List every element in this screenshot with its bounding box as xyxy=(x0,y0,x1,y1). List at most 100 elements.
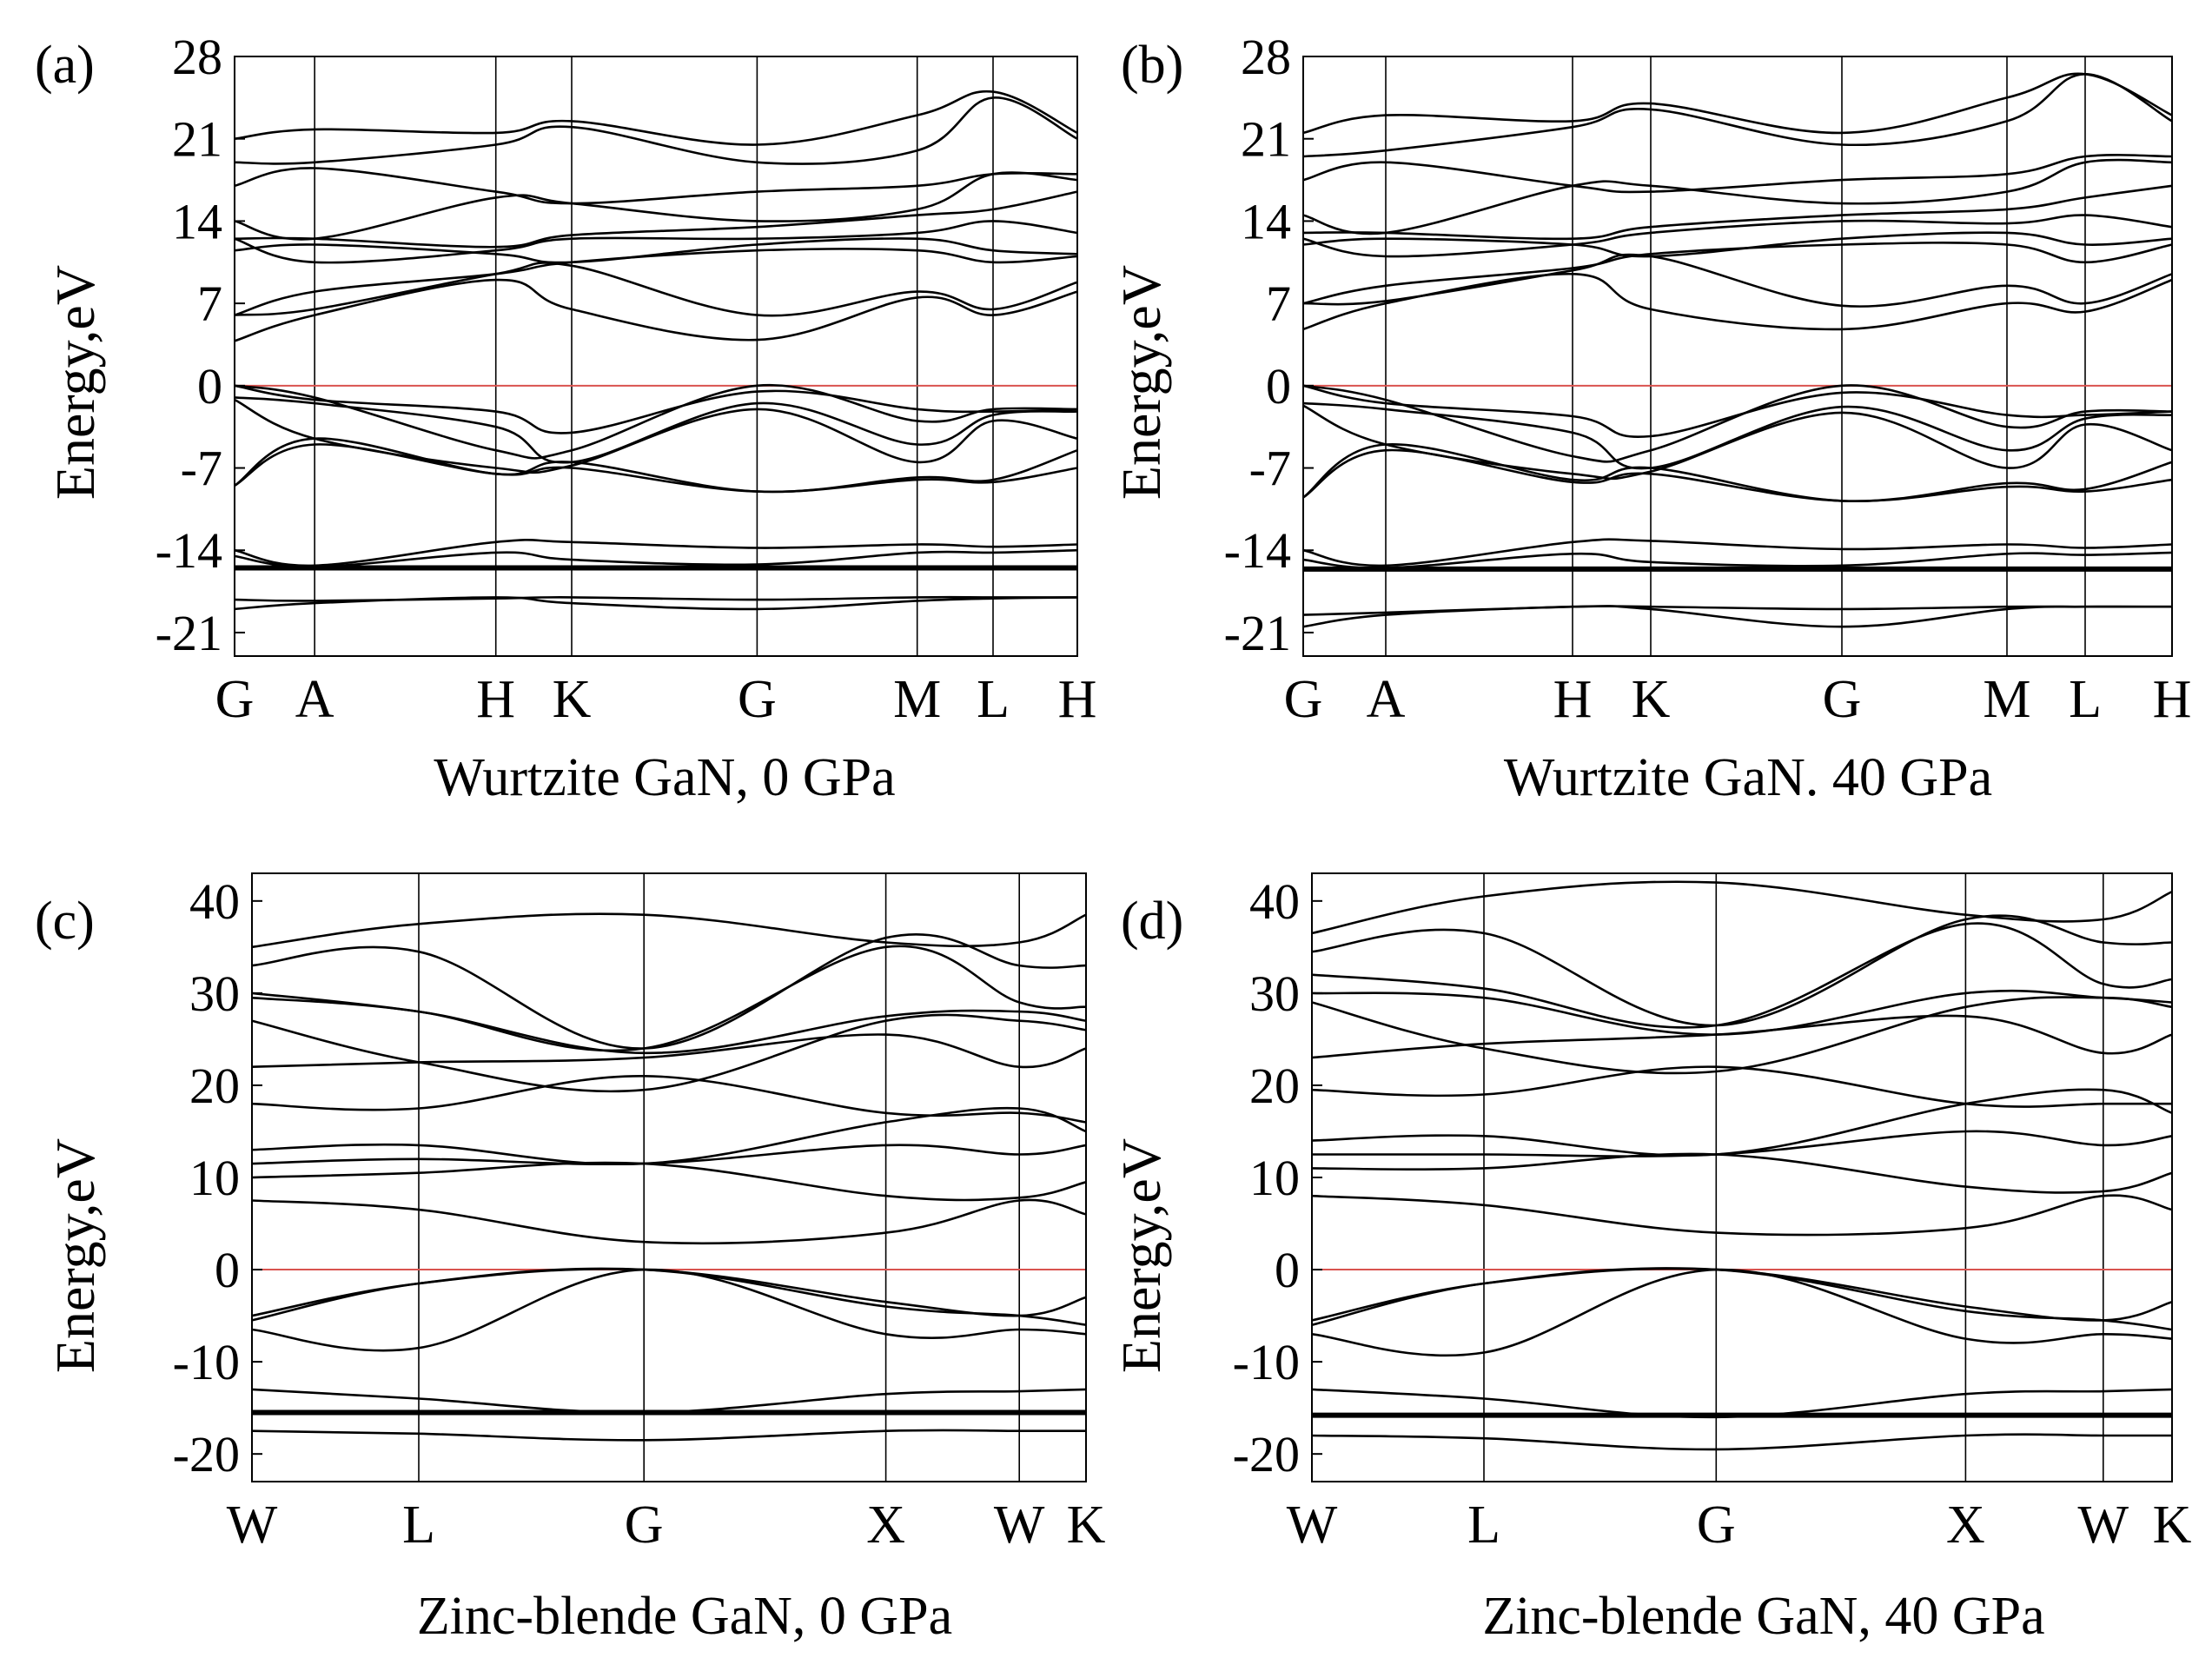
band-line-vb-6 xyxy=(234,443,1078,494)
plot-frame xyxy=(234,56,1078,657)
band-line-cb-11 xyxy=(1311,880,2173,935)
panel-label: (c) xyxy=(35,892,95,951)
y-tick-label: -20 xyxy=(173,1426,240,1482)
band-line-vb-3 xyxy=(1311,1268,2173,1357)
y-tick-label: 14 xyxy=(172,193,222,249)
band-line-s-low xyxy=(251,1429,1086,1442)
band-line-cb-11 xyxy=(251,912,1087,949)
y-tick-label: 28 xyxy=(1241,29,1291,85)
y-tick-label: 0 xyxy=(197,358,222,414)
band-line-cb-4 xyxy=(1311,1088,2173,1157)
band-line-cb-2 xyxy=(251,1161,1087,1202)
panel-title: Zinc-blende GaN, 40 GPa xyxy=(1482,1587,2044,1646)
kpoint-label: G xyxy=(1284,670,1323,729)
band-line-cb-8 xyxy=(1302,154,2173,194)
y-axis-label: Energy,eV xyxy=(44,1138,106,1373)
band-line-s-low-2 xyxy=(234,595,1077,602)
band-line-s-low xyxy=(1302,605,2173,628)
band-line-vb-3 xyxy=(251,1268,1087,1352)
kpoint-label: G xyxy=(1697,1496,1736,1555)
y-tick-label: 0 xyxy=(215,1242,240,1298)
band-line-d-upper xyxy=(234,539,1078,567)
band-line-vb-3 xyxy=(1302,401,2173,470)
band-line-cb-10 xyxy=(251,932,1087,1050)
panel-title: Wurtzite GaN. 40 GPa xyxy=(1504,748,1992,807)
kpoint-label: L xyxy=(402,1496,435,1555)
kpoint-label: G xyxy=(738,670,777,729)
band-line-s-low-2 xyxy=(1302,605,2172,616)
y-tick-label: 28 xyxy=(172,29,222,85)
y-tick-label: -20 xyxy=(1233,1426,1300,1482)
band-line-cb-7 xyxy=(251,1013,1087,1093)
kpoint-label: W xyxy=(227,1496,278,1555)
band-line-cb-1 xyxy=(1311,1194,2173,1237)
kpoint-label: L xyxy=(2069,670,2102,729)
y-tick-label: 10 xyxy=(1249,1150,1300,1206)
kpoint-label: K xyxy=(1067,1496,1106,1555)
kpoint-label: H xyxy=(1058,670,1097,729)
y-tick-label: -21 xyxy=(156,605,222,661)
y-tick-label: 30 xyxy=(189,965,240,1022)
band-line-vb-1 xyxy=(234,383,1078,460)
band-line-vb-6 xyxy=(1302,448,2173,502)
panel-label: (d) xyxy=(1121,892,1183,951)
band-line-cb-4 xyxy=(251,1106,1087,1166)
panel-b: (b) Energy,eV Wurtzite GaN. 40 GPa 28 21 1… xyxy=(1110,29,2191,807)
kpoint-label: H xyxy=(476,670,515,729)
band-line-d-upper-2 xyxy=(234,548,1078,568)
y-tick-label: 7 xyxy=(197,275,222,332)
band-line-cb-8 xyxy=(1311,989,2173,1036)
band-line-cb-1 xyxy=(234,278,1078,342)
panel-c: (c) Energy,eV Zinc-blende GaN, 0 GPa 40 3… xyxy=(35,872,1106,1646)
band-line-vb-2 xyxy=(251,1267,1087,1326)
kpoint-label: L xyxy=(1467,1496,1500,1555)
band-line-s-low xyxy=(1311,1433,2172,1451)
band-line-cb-1 xyxy=(1302,272,2173,331)
y-tick-label: 21 xyxy=(1241,111,1291,168)
band-line-cb-10 xyxy=(1302,72,2173,135)
band-line-cb-5 xyxy=(251,1074,1087,1124)
y-tick-label: -7 xyxy=(181,441,222,497)
band-line-vb-1 xyxy=(1311,1267,2173,1322)
y-tick-label: 40 xyxy=(189,873,240,930)
band-line-cb-3 xyxy=(251,1144,1087,1166)
band-line-cb-4 xyxy=(1302,231,2173,258)
band-line-cb-2 xyxy=(1302,253,2173,308)
kpoint-label: W xyxy=(994,1496,1045,1555)
y-tick-label: 0 xyxy=(1266,358,1291,414)
kpoint-label: H xyxy=(1553,670,1593,729)
y-tick-label: -21 xyxy=(1224,605,1291,661)
kpoint-label: W xyxy=(2078,1496,2129,1555)
band-line-cb-9 xyxy=(251,945,1087,1052)
band-line-d-upper xyxy=(1302,538,2173,567)
band-line-cb-9 xyxy=(1302,73,2173,158)
band-line-cb-3 xyxy=(1312,1130,2173,1157)
kpoint-label: G xyxy=(215,670,255,729)
band-line-cb-6 xyxy=(1302,184,2173,241)
band-line-cb-2 xyxy=(1311,1152,2173,1194)
band-line-cb-9 xyxy=(1311,922,2173,1029)
band-line-cb-5 xyxy=(1302,214,2173,258)
y-tick-label: -14 xyxy=(1224,522,1291,579)
kpoint-label: M xyxy=(893,670,941,729)
band-line-d-upper xyxy=(251,1388,1087,1414)
y-tick-label: 20 xyxy=(1249,1058,1300,1114)
band-line-cb-8 xyxy=(234,167,1078,205)
kpoint-label: G xyxy=(1823,670,1862,729)
kpoint-label: G xyxy=(625,1496,664,1555)
y-tick-label: -14 xyxy=(156,522,222,579)
y-tick-label: 40 xyxy=(1249,873,1300,930)
band-line-vb-5 xyxy=(234,437,1078,494)
panel-title: Zinc-blende GaN, 0 GPa xyxy=(417,1587,952,1646)
y-tick-label: 14 xyxy=(1241,193,1291,249)
panel-label: (b) xyxy=(1121,36,1183,95)
band-line-d-upper xyxy=(1311,1388,2173,1419)
band-line-vb-1 xyxy=(251,1267,1087,1317)
band-line-cb-4 xyxy=(234,237,1078,264)
band-line-cb-9 xyxy=(234,96,1078,165)
kpoint-label: K xyxy=(2153,1496,2192,1555)
band-line-cb-10 xyxy=(234,90,1078,146)
kpoint-label: A xyxy=(295,670,334,729)
panel-a: (a) Energy,eV Wurtzite GaN, 0 GPa 28 21 14… xyxy=(35,29,1096,807)
